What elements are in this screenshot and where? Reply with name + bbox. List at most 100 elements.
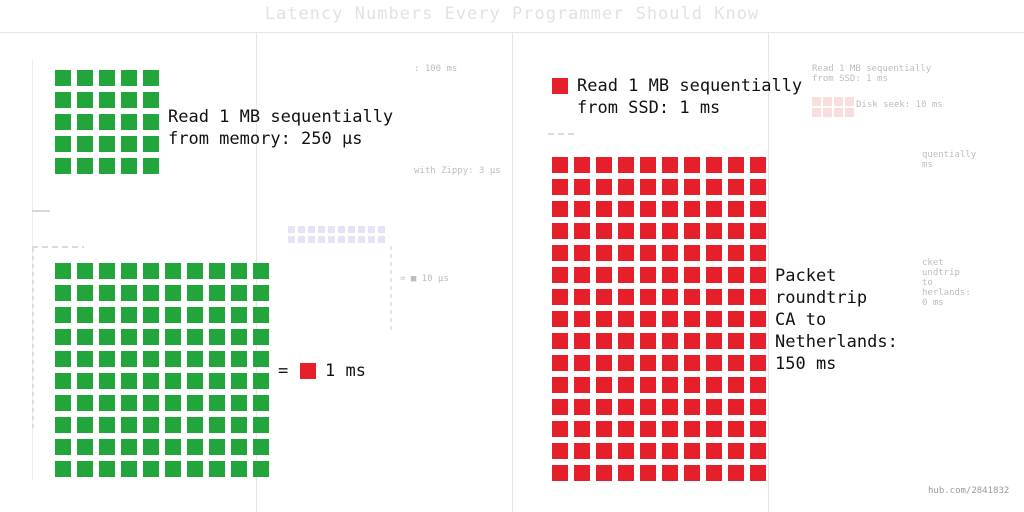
grid-square: [121, 136, 137, 152]
ghost-square: [318, 236, 325, 243]
grid-square: [750, 399, 766, 415]
grid-square: [618, 157, 634, 173]
grid-square: [165, 395, 181, 411]
grid-square: [684, 179, 700, 195]
grid-square: [552, 399, 568, 415]
grid-square: [552, 333, 568, 349]
grid-square: [750, 267, 766, 283]
grid-square: [552, 245, 568, 261]
grid-square: [618, 465, 634, 481]
grid-square: [706, 267, 722, 283]
grid-square: [143, 158, 159, 174]
ssd-read-label: Read 1 MB sequentially from SSD: 1 ms: [577, 76, 803, 118]
ghost-label-ssd: Read 1 MB sequentially from SSD: 1 ms: [812, 64, 932, 84]
grid-square: [209, 461, 225, 477]
grid-square: [640, 443, 656, 459]
grid-square: [165, 351, 181, 367]
grid-square: [662, 443, 678, 459]
grid-square: [574, 201, 590, 217]
grid-square: [187, 461, 203, 477]
grid-square: [77, 285, 93, 301]
grid-square: [209, 329, 225, 345]
grid-square: [77, 373, 93, 389]
grid-square: [99, 417, 115, 433]
ghost-lavender-squares: [288, 226, 385, 243]
grid-square: [596, 311, 612, 327]
grid-square: [574, 157, 590, 173]
grid-square: [750, 443, 766, 459]
grid-square: [231, 285, 247, 301]
grid-square: [750, 377, 766, 393]
grid-square: [121, 373, 137, 389]
ghost-square: [358, 236, 365, 243]
grid-square: [143, 373, 159, 389]
grid-square: [684, 443, 700, 459]
grid-square: [706, 355, 722, 371]
ghost-lavender-column: [390, 246, 392, 334]
grid-square: [143, 329, 159, 345]
grid-square: [187, 329, 203, 345]
grid-square: [231, 329, 247, 345]
grid-square: [187, 373, 203, 389]
grid-square: [231, 461, 247, 477]
ghost-square: [348, 226, 355, 233]
grid-square: [662, 355, 678, 371]
grid-square: [121, 351, 137, 367]
grid-square: [77, 136, 93, 152]
grid-square: [662, 377, 678, 393]
grid-square: [143, 263, 159, 279]
grid-square: [165, 263, 181, 279]
grid-square: [552, 443, 568, 459]
equals-1ms-value: 1 ms: [325, 361, 366, 381]
grid-square: [253, 439, 269, 455]
grid-square: [143, 114, 159, 130]
grid-square: [99, 329, 115, 345]
grid-square: [640, 311, 656, 327]
ghost-label-zippy: with Zippy: 3 µs: [414, 166, 501, 176]
grid-square: [253, 395, 269, 411]
grid-square: [55, 439, 71, 455]
grid-square: [640, 333, 656, 349]
grid-square: [728, 465, 744, 481]
grid-square: [618, 443, 634, 459]
grid-square: [77, 307, 93, 323]
ghost-square: [845, 108, 854, 117]
grid-square: [596, 289, 612, 305]
grid-square: [706, 465, 722, 481]
grid-square: [662, 245, 678, 261]
grid-square: [662, 267, 678, 283]
grid-square: [231, 263, 247, 279]
grid-square: [253, 263, 269, 279]
grid-square: [143, 417, 159, 433]
grid-square: [231, 439, 247, 455]
grid-square: [55, 417, 71, 433]
grid-square: [574, 289, 590, 305]
grid-square: [706, 201, 722, 217]
grid-square: [728, 289, 744, 305]
grid-square: [750, 223, 766, 239]
grid-square: [706, 443, 722, 459]
packet-roundtrip-label: Packet roundtrip CA to Netherlands: 150 …: [775, 266, 898, 374]
grid-square: [231, 351, 247, 367]
grid-square: [706, 421, 722, 437]
grid-square: [574, 443, 590, 459]
grid-square: [574, 399, 590, 415]
grid-square: [618, 223, 634, 239]
grid-square: [99, 92, 115, 108]
grid-square: [618, 267, 634, 283]
ghost-square: [328, 226, 335, 233]
grid-square: [684, 421, 700, 437]
grid-square: [574, 333, 590, 349]
grid-square: [574, 179, 590, 195]
grid-square: [55, 373, 71, 389]
grid-square: [99, 158, 115, 174]
ghost-square: [328, 236, 335, 243]
grid-square: [99, 395, 115, 411]
grid-square: [706, 245, 722, 261]
grid-square: [750, 421, 766, 437]
ghost-pink-squares: [812, 97, 854, 117]
grid-square: [99, 373, 115, 389]
grid-square: [121, 439, 137, 455]
grid-square: [728, 179, 744, 195]
grid-square: [750, 245, 766, 261]
